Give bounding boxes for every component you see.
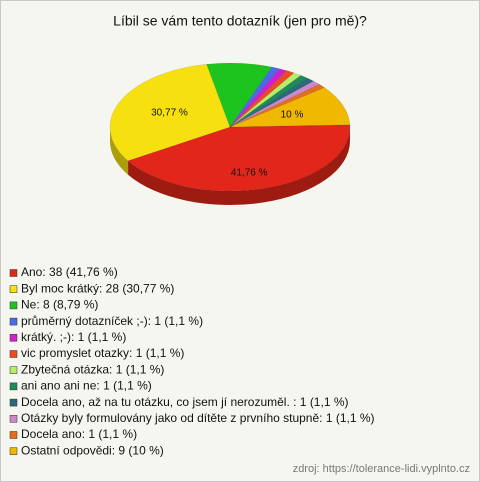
legend-swatch <box>9 285 18 293</box>
slice-label: 10 % <box>281 110 304 121</box>
legend-swatch <box>9 415 18 423</box>
pie-slice <box>229 70 295 128</box>
legend-label: Byl moc krátký: 28 (30,77 %) <box>21 281 174 295</box>
legend-label: Docela ano, až na tu otázku, co jsem jí … <box>21 395 349 409</box>
legend-swatch <box>9 317 18 326</box>
pie-slice <box>229 83 326 128</box>
pie-slice <box>229 68 288 128</box>
legend-label: Ne: 8 (8,79 %) <box>21 298 98 312</box>
legend-swatch <box>9 350 18 358</box>
legend-label: Zbytečná otázka: 1 (1,1 %) <box>21 362 164 376</box>
chart-title: Líbil se vám tento dotazník (jen pro mě)… <box>113 13 367 29</box>
legend-label: Ano: 38 (41,76 %) <box>21 265 118 279</box>
pie-side <box>128 127 350 206</box>
legend-swatch <box>9 398 18 407</box>
legend-swatch <box>9 431 18 439</box>
pie-slice <box>109 63 231 162</box>
legend-swatch <box>9 366 18 374</box>
pie-slice <box>229 80 320 128</box>
legend-swatch <box>9 334 18 342</box>
legend-label: průměrný dotazníček ;-): 1 (1,1 %) <box>21 314 203 328</box>
legend-label: Ostatní odpovědi: 9 (10 %) <box>21 443 164 457</box>
pie-slice <box>229 87 351 128</box>
legend-swatch <box>9 382 18 391</box>
pie-slice <box>229 66 280 128</box>
pie-slice <box>206 62 273 128</box>
pie-slice <box>229 77 315 128</box>
pie-slice <box>127 124 351 192</box>
pie-slice <box>229 72 302 128</box>
legend-swatch <box>9 269 18 277</box>
legend-swatch <box>9 301 18 310</box>
slice-label: 30,77 % <box>151 108 188 119</box>
source: zdroj: https://tolerance-lidi.vyplnto.cz <box>293 463 470 475</box>
legend-swatch <box>9 447 18 455</box>
slice-label: 41,76 % <box>231 167 268 178</box>
pie-slice <box>229 75 308 128</box>
legend-label: ani ano ani ne: 1 (1,1 %) <box>21 379 152 393</box>
legend-label: Otázky byly formulovány jako od dítěte z… <box>21 411 375 425</box>
legend-label: krátký. ;-): 1 (1,1 %) <box>21 330 126 344</box>
legend-label: vic promyslet otazky: 1 (1,1 %) <box>21 346 184 360</box>
pie-side <box>110 127 129 175</box>
legend-label: Docela ano: 1 (1,1 %) <box>21 427 137 441</box>
